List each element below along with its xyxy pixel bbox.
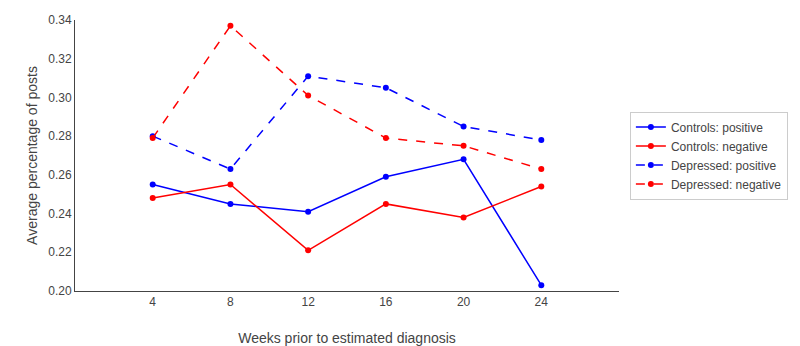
svg-text:0.20: 0.20 — [48, 284, 72, 298]
svg-text:Controls: negative: Controls: negative — [671, 140, 768, 154]
svg-text:8: 8 — [227, 295, 234, 309]
svg-text:0.24: 0.24 — [48, 207, 72, 221]
svg-text:Weeks prior to estimated diagn: Weeks prior to estimated diagnosis — [238, 330, 456, 346]
svg-text:Average percentage of posts: Average percentage of posts — [24, 66, 40, 245]
svg-text:0.28: 0.28 — [48, 129, 72, 143]
svg-text:Controls: positive: Controls: positive — [671, 121, 763, 135]
svg-text:16: 16 — [379, 295, 393, 309]
svg-text:0.26: 0.26 — [48, 168, 72, 182]
svg-text:Depressed: positive: Depressed: positive — [671, 159, 777, 173]
svg-text:0.22: 0.22 — [48, 245, 72, 259]
svg-text:12: 12 — [301, 295, 315, 309]
svg-text:4: 4 — [149, 295, 156, 309]
svg-text:0.30: 0.30 — [48, 91, 72, 105]
svg-text:20: 20 — [457, 295, 471, 309]
svg-text:24: 24 — [535, 295, 549, 309]
svg-text:0.32: 0.32 — [48, 52, 72, 66]
svg-text:0.34: 0.34 — [48, 13, 72, 27]
svg-text:Depressed: negative: Depressed: negative — [671, 178, 781, 192]
